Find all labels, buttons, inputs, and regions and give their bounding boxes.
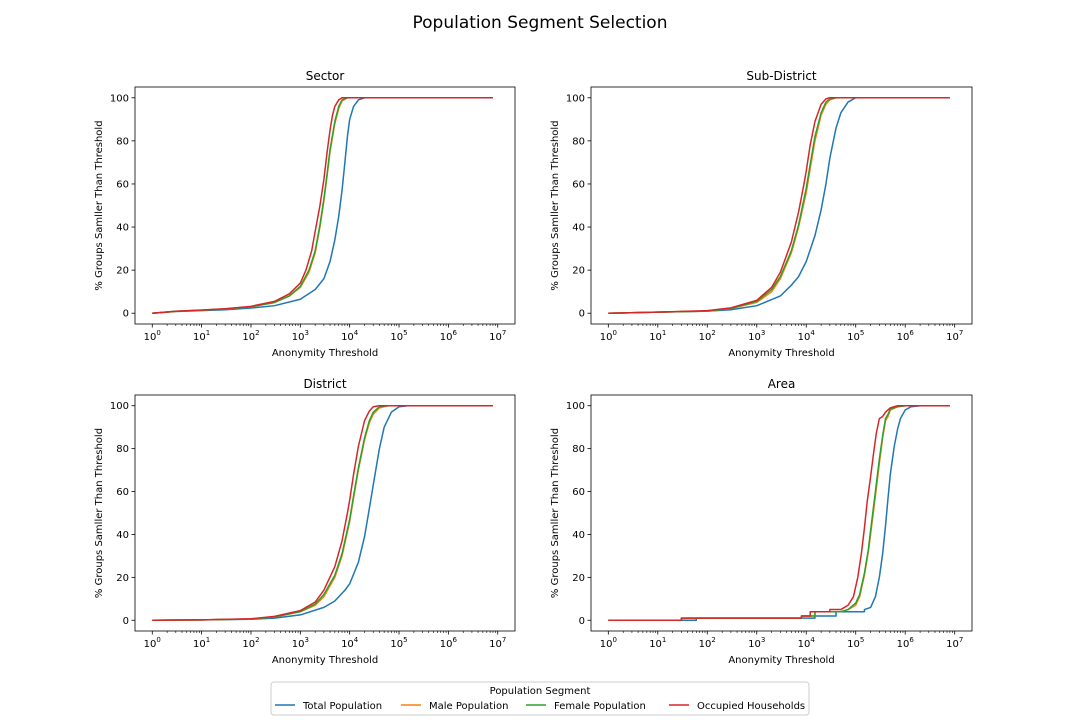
area-x-axis-label: Anonymity Threshold: [728, 655, 834, 666]
district-x-tick-label: 102: [242, 636, 259, 650]
sub-district-line-total-population: [608, 97, 950, 314]
area-y-tick-label: 40: [572, 530, 585, 541]
district-x-tick-label: 101: [193, 636, 210, 650]
sector-y-tick-label: 20: [116, 266, 129, 277]
sub-district-x-tick-label: 104: [798, 329, 816, 343]
legend-title: Population Segment: [490, 686, 591, 697]
area-y-tick-label: 0: [579, 616, 585, 627]
sector-y-tick-label: 40: [116, 223, 129, 234]
sub-district-y-tick-label: 20: [572, 266, 585, 277]
sector-panel: 100 101 102 103 104 105 106 107 0 20 40 60 80 100 Sect…: [94, 69, 516, 359]
district-title: District: [303, 377, 346, 391]
sub-district-y-axis-label: % Groups Samller Than Threshold: [550, 120, 561, 290]
sector-x-tick-label: 104: [341, 329, 359, 343]
sub-district-x-tick-label: 101: [649, 329, 666, 343]
sub-district-y-tick-label: 60: [572, 179, 585, 190]
sector-y-tick-label: 80: [116, 136, 129, 147]
district-x-axis-label: Anonymity Threshold: [272, 655, 378, 666]
sector-y-tick-label: 60: [116, 179, 129, 190]
sub-district-x-tick-label: 107: [946, 329, 963, 343]
district-line-male-population: [152, 404, 493, 622]
district-x-tick-label: 104: [341, 636, 359, 650]
sub-district-title: Sub-District: [746, 69, 817, 83]
sector-title: Sector: [306, 69, 345, 83]
sub-district-y-tick-label: 40: [572, 223, 585, 234]
district-y-tick-label: 0: [123, 616, 129, 627]
sector-x-tick-label: 105: [390, 329, 407, 343]
legend-label-occupied-households: Occupied Households: [697, 701, 805, 712]
legend-frame: [270, 681, 810, 716]
district-line-occupied-households: [152, 404, 493, 622]
area-line-occupied-households: [608, 404, 950, 622]
area-y-tick-label: 60: [572, 487, 585, 498]
district-x-tick-label: 100: [144, 636, 161, 650]
sector-x-axis-label: Anonymity Threshold: [272, 348, 378, 359]
sub-district-y-tick-label: 100: [566, 93, 585, 104]
sector-x-tick-label: 100: [144, 329, 161, 343]
area-y-axis-label: % Groups Samller Than Threshold: [550, 428, 561, 598]
area-x-tick-label: 104: [798, 636, 816, 650]
sub-district-y-tick-label: 80: [572, 136, 585, 147]
area-y-tick-label: 80: [572, 444, 585, 455]
legend-label-male-population: Male Population: [429, 701, 508, 712]
sector-y-tick-label: 0: [123, 309, 129, 320]
district-y-tick-label: 40: [116, 530, 129, 541]
district-line-total-population: [152, 404, 493, 622]
area-y-tick-label: 20: [572, 573, 585, 584]
district-axes-frame: [134, 394, 516, 632]
legend: Population Segment Total Population Male P…: [270, 681, 810, 716]
area-x-tick-label: 100: [600, 636, 617, 650]
sector-y-axis-label: % Groups Samller Than Threshold: [94, 120, 105, 290]
sector-x-tick-label: 102: [242, 329, 259, 343]
sector-line-occupied-households: [152, 97, 493, 314]
district-x-tick-label: 103: [292, 636, 309, 650]
sector-y-tick-label: 100: [110, 93, 129, 104]
district-x-tick-label: 106: [440, 636, 458, 650]
sub-district-axes-frame: [590, 86, 973, 325]
district-x-tick-label: 105: [390, 636, 407, 650]
district-y-tick-label: 100: [110, 401, 129, 412]
sub-district-x-tick-label: 102: [699, 329, 716, 343]
sector-axes-frame: [134, 86, 516, 325]
sub-district-panel: 100 101 102 103 104 105 106 107 0 20 40 60 80 100 Sub-…: [550, 69, 973, 359]
sub-district-line-male-population: [608, 97, 950, 314]
sector-x-tick-label: 103: [292, 329, 309, 343]
legend-label-total-population: Total Population: [302, 701, 382, 712]
sub-district-x-tick-label: 103: [748, 329, 765, 343]
area-x-tick-label: 105: [847, 636, 864, 650]
area-title: Area: [768, 377, 796, 391]
sector-x-tick-label: 107: [489, 329, 506, 343]
district-y-tick-label: 80: [116, 444, 129, 455]
subplot-grid: 100 101 102 103 104 105 106 107 0 20 40 60 80 100 Sect…: [94, 69, 973, 666]
district-x-tick-label: 107: [489, 636, 506, 650]
sub-district-x-tick-label: 105: [847, 329, 864, 343]
legend-label-female-population: Female Population: [554, 701, 646, 712]
area-x-tick-label: 103: [748, 636, 765, 650]
district-line-female-population: [152, 404, 493, 622]
sub-district-x-tick-label: 100: [600, 329, 617, 343]
area-y-tick-label: 100: [566, 401, 585, 412]
area-panel: 100 101 102 103 104 105 106 107 0 20 40 60 80 100 Area…: [550, 377, 973, 666]
sector-x-tick-label: 101: [193, 329, 210, 343]
sub-district-y-tick-label: 0: [579, 309, 585, 320]
area-line-female-population: [608, 404, 950, 622]
area-x-tick-label: 107: [946, 636, 963, 650]
area-line-male-population: [608, 404, 950, 622]
sub-district-x-tick-label: 106: [897, 329, 915, 343]
sector-x-tick-label: 106: [440, 329, 458, 343]
area-x-tick-label: 106: [897, 636, 915, 650]
district-y-tick-label: 60: [116, 487, 129, 498]
sub-district-line-occupied-households: [608, 97, 950, 314]
district-y-tick-label: 20: [116, 573, 129, 584]
district-y-axis-label: % Groups Samller Than Threshold: [94, 428, 105, 598]
figure-title: Population Segment Selection: [413, 13, 668, 33]
area-x-tick-label: 101: [649, 636, 666, 650]
area-axes-frame: [590, 394, 973, 632]
sub-district-x-axis-label: Anonymity Threshold: [728, 348, 834, 359]
sector-line-total-population: [152, 97, 493, 314]
area-line-total-population: [608, 404, 950, 622]
district-panel: 100 101 102 103 104 105 106 107 0 20 40 60 80 100 Dist…: [94, 377, 516, 666]
area-x-tick-label: 102: [699, 636, 716, 650]
